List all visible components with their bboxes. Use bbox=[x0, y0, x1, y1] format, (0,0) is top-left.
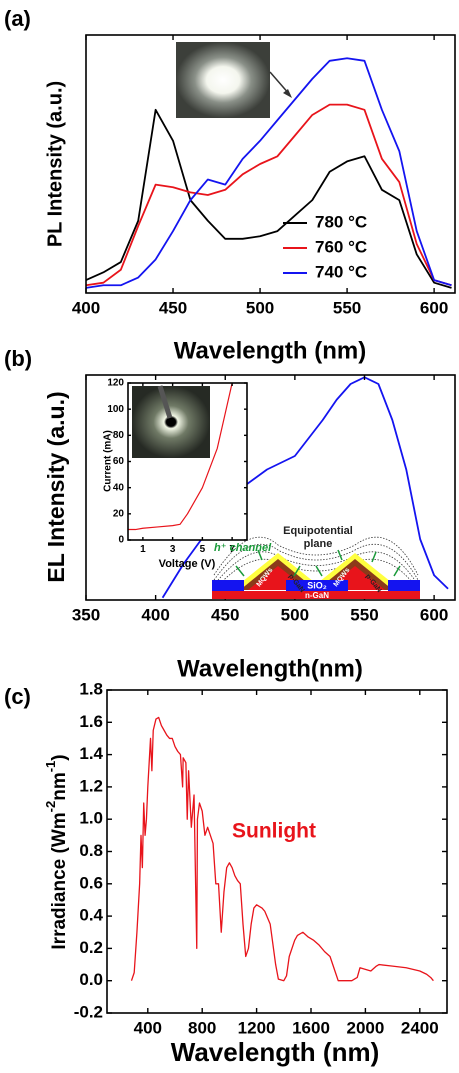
annotation: Equipotential bbox=[283, 525, 353, 537]
arrow-head bbox=[283, 89, 292, 98]
x-tick-label: 500 bbox=[246, 299, 274, 318]
legend-label: 780 °C bbox=[315, 212, 367, 231]
y-tick-label: 1.2 bbox=[79, 776, 103, 795]
y-tick-label: 0 bbox=[118, 535, 124, 546]
x-tick-label: 1600 bbox=[292, 1019, 330, 1038]
x-tick-label: 5 bbox=[200, 544, 206, 555]
sio2-block bbox=[388, 580, 420, 591]
y-tick-label: 0.6 bbox=[79, 873, 103, 892]
x-tick-label: 450 bbox=[211, 606, 239, 625]
arrow bbox=[372, 552, 376, 562]
panel-b: (b) bbox=[4, 346, 32, 371]
annotation: h⁺ channel bbox=[214, 542, 272, 554]
x-tick-label: 3 bbox=[170, 544, 176, 555]
x-tick-label: 500 bbox=[281, 606, 309, 625]
x-tick-label: 1 bbox=[140, 544, 146, 555]
panel-label: (c) bbox=[4, 684, 31, 709]
x-tick-label: 400 bbox=[134, 1019, 162, 1038]
x-axis-title: Wavelength (nm) bbox=[171, 1037, 379, 1067]
y-tick-label: 0.0 bbox=[79, 970, 103, 989]
y-tick-label: 0.2 bbox=[79, 938, 103, 957]
x-tick-label: 1200 bbox=[238, 1019, 276, 1038]
y-axis-title: PL Intensity (a.u.) bbox=[44, 81, 66, 247]
x-tick-label: 2400 bbox=[401, 1019, 439, 1038]
panel-label: (b) bbox=[4, 346, 32, 371]
y-tick-label: 60 bbox=[113, 456, 125, 467]
arrow bbox=[236, 566, 244, 576]
x-tick-label: 400 bbox=[141, 606, 169, 625]
photo-inset bbox=[176, 42, 270, 118]
y-tick-label: 80 bbox=[113, 430, 125, 441]
annotation: n-GaN bbox=[305, 591, 329, 600]
y-tick-label: 1.8 bbox=[79, 679, 103, 698]
y-axis-title: Irradiance (Wm-2nm-1) bbox=[43, 754, 70, 949]
sio2-block bbox=[212, 580, 244, 591]
y-tick-label: 120 bbox=[107, 378, 124, 389]
y-tick-label: 20 bbox=[113, 508, 125, 519]
x-tick-label: 350 bbox=[72, 606, 100, 625]
x-tick-label: 400 bbox=[72, 299, 100, 318]
x-axis-title: Voltage (V) bbox=[159, 558, 216, 570]
x-tick-label: 600 bbox=[420, 299, 448, 318]
y-tick-label: 100 bbox=[107, 404, 124, 415]
y-tick-label: 0.4 bbox=[79, 906, 103, 925]
data-line bbox=[86, 110, 452, 288]
annotation: SiO₂ bbox=[307, 580, 327, 590]
legend-label: 740 °C bbox=[315, 262, 367, 281]
legend-label: 760 °C bbox=[315, 237, 367, 256]
panel-label: (a) bbox=[4, 6, 31, 31]
x-tick-label: 800 bbox=[188, 1019, 216, 1038]
plot-frame bbox=[107, 690, 447, 1013]
y-tick-label: -0.2 bbox=[74, 1002, 103, 1021]
x-tick-label: 600 bbox=[420, 606, 448, 625]
y-tick-label: 1.0 bbox=[79, 809, 103, 828]
y-tick-label: 0.8 bbox=[79, 841, 103, 860]
photo-inset bbox=[132, 386, 210, 458]
y-axis-title: Current (mA) bbox=[103, 430, 114, 492]
x-tick-label: 550 bbox=[350, 606, 378, 625]
y-tick-label: 1.4 bbox=[79, 744, 103, 763]
x-tick-label: 2000 bbox=[346, 1019, 384, 1038]
panel-c: (c) Irradiance (Wm-2nm-1) bbox=[4, 684, 70, 950]
y-tick-label: 40 bbox=[113, 482, 125, 493]
x-tick-label: 550 bbox=[333, 299, 361, 318]
arrow bbox=[338, 550, 342, 560]
figure: (a) (b) (c) Irradiance (Wm-2nm-1) 400450… bbox=[0, 0, 459, 1073]
x-axis-title: Wavelength(nm) bbox=[177, 655, 363, 682]
x-axis-title: Wavelength (nm) bbox=[174, 337, 366, 364]
series-label: Sunlight bbox=[232, 820, 316, 843]
annotation: plane bbox=[304, 538, 333, 550]
x-tick-label: 450 bbox=[159, 299, 187, 318]
panel-a: (a) bbox=[4, 6, 31, 31]
y-axis-title: EL Intensity (a.u.) bbox=[43, 391, 69, 582]
y-tick-label: 1.6 bbox=[79, 712, 103, 731]
data-line bbox=[131, 717, 433, 980]
